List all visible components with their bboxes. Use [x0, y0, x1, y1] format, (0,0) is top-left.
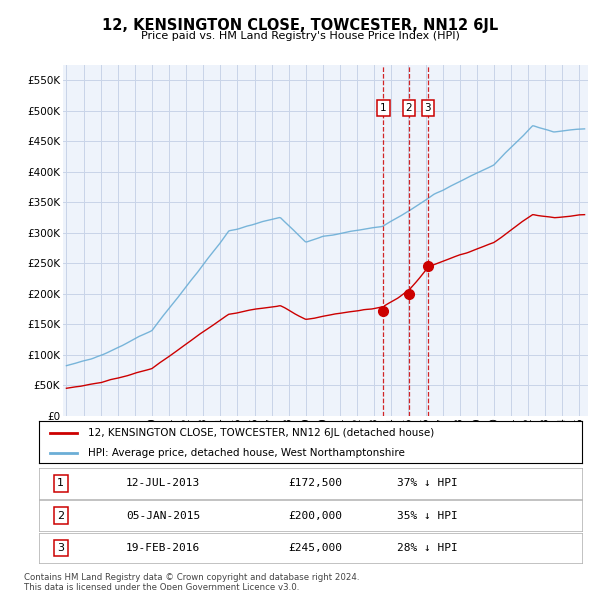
Text: 35% ↓ HPI: 35% ↓ HPI [397, 511, 458, 520]
Text: 2: 2 [57, 511, 64, 520]
Text: 2: 2 [406, 103, 412, 113]
Text: £200,000: £200,000 [289, 511, 343, 520]
Text: 1: 1 [380, 103, 386, 113]
Text: 12, KENSINGTON CLOSE, TOWCESTER, NN12 6JL: 12, KENSINGTON CLOSE, TOWCESTER, NN12 6J… [102, 18, 498, 32]
Text: 12-JUL-2013: 12-JUL-2013 [126, 478, 200, 488]
Text: 3: 3 [57, 543, 64, 553]
Text: 37% ↓ HPI: 37% ↓ HPI [397, 478, 458, 488]
Text: £245,000: £245,000 [289, 543, 343, 553]
Text: 12, KENSINGTON CLOSE, TOWCESTER, NN12 6JL (detached house): 12, KENSINGTON CLOSE, TOWCESTER, NN12 6J… [88, 428, 434, 438]
Text: 19-FEB-2016: 19-FEB-2016 [126, 543, 200, 553]
Text: £172,500: £172,500 [289, 478, 343, 488]
Text: This data is licensed under the Open Government Licence v3.0.: This data is licensed under the Open Gov… [24, 583, 299, 590]
Text: Price paid vs. HM Land Registry's House Price Index (HPI): Price paid vs. HM Land Registry's House … [140, 31, 460, 41]
Text: 1: 1 [57, 478, 64, 488]
Text: HPI: Average price, detached house, West Northamptonshire: HPI: Average price, detached house, West… [88, 448, 405, 457]
Text: 28% ↓ HPI: 28% ↓ HPI [397, 543, 458, 553]
Text: 3: 3 [424, 103, 431, 113]
Text: Contains HM Land Registry data © Crown copyright and database right 2024.: Contains HM Land Registry data © Crown c… [24, 573, 359, 582]
Text: 05-JAN-2015: 05-JAN-2015 [126, 511, 200, 520]
